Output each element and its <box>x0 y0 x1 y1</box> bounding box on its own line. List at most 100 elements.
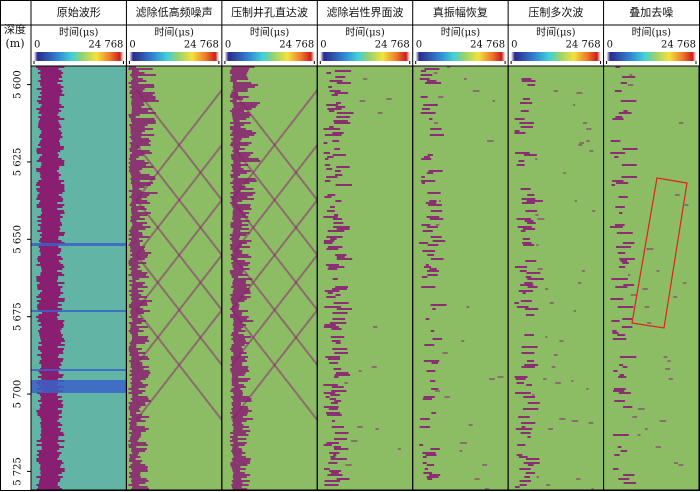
streak <box>40 140 60 142</box>
streak <box>37 400 63 402</box>
streak <box>323 152 330 154</box>
streak <box>233 312 243 314</box>
streak <box>326 236 343 238</box>
streak <box>36 444 60 446</box>
colorbar <box>224 52 315 61</box>
streak <box>129 472 141 474</box>
streak <box>40 322 64 324</box>
streak <box>128 440 138 442</box>
streak <box>128 330 144 332</box>
colorbar-label: 时间(μs) <box>154 26 194 39</box>
streak <box>41 374 64 376</box>
speck <box>535 158 538 160</box>
streak <box>231 286 247 288</box>
streak <box>230 224 249 226</box>
streak <box>129 354 139 356</box>
streak <box>131 314 139 316</box>
streak <box>230 444 245 446</box>
speck <box>397 448 401 450</box>
streak <box>326 414 342 416</box>
streak <box>431 412 437 414</box>
streak <box>610 152 626 154</box>
streak <box>132 400 151 402</box>
streak <box>232 116 250 118</box>
streak <box>131 468 148 470</box>
streak <box>520 432 531 434</box>
streak <box>524 476 531 478</box>
streak <box>131 286 148 288</box>
panel-title: 原始波形 <box>57 5 101 19</box>
colorbar <box>415 52 506 61</box>
streak <box>614 156 619 158</box>
streak <box>230 144 249 146</box>
streak <box>36 454 60 456</box>
colorbar-tick-label: 0 <box>320 40 326 51</box>
streak <box>131 84 155 86</box>
colorbar-tick-label: 24 768 <box>375 40 410 51</box>
streak <box>232 166 241 168</box>
speck <box>486 140 494 142</box>
streak <box>129 374 149 376</box>
streak <box>522 292 526 294</box>
streak <box>131 214 148 216</box>
streak <box>40 252 60 254</box>
diagonal <box>135 199 222 311</box>
streak <box>128 290 144 292</box>
streak <box>40 418 59 420</box>
streak <box>233 352 247 354</box>
streak <box>619 258 635 260</box>
y-tick-label: 5 650 <box>13 225 24 254</box>
streak <box>39 186 65 188</box>
streak <box>131 108 153 110</box>
streak <box>622 262 629 264</box>
streak <box>41 448 60 450</box>
streak <box>421 182 426 184</box>
streak <box>233 320 254 322</box>
streak <box>131 478 147 480</box>
streak <box>41 312 58 314</box>
speck <box>656 270 660 272</box>
streak <box>427 274 438 276</box>
streak <box>233 178 256 180</box>
speck <box>357 426 363 428</box>
streak <box>330 456 336 458</box>
streak <box>622 366 628 368</box>
streak <box>129 428 149 430</box>
streak <box>36 160 65 162</box>
streak <box>131 372 151 374</box>
streak <box>333 446 341 448</box>
streak <box>230 334 244 336</box>
streak <box>41 222 62 224</box>
streak <box>130 258 145 260</box>
streak <box>36 182 61 184</box>
streak <box>41 130 61 132</box>
streak <box>40 70 62 72</box>
speck <box>344 382 349 384</box>
streak <box>426 476 439 478</box>
streak <box>424 468 428 470</box>
streak <box>336 478 350 480</box>
streak <box>334 400 342 402</box>
streak <box>525 260 537 262</box>
streak <box>130 216 140 218</box>
streak <box>619 212 623 214</box>
streak <box>430 236 442 238</box>
streak <box>131 102 144 104</box>
streak <box>521 80 536 82</box>
streak <box>326 104 339 106</box>
streak <box>40 398 59 400</box>
speck <box>345 464 352 466</box>
streak <box>524 334 535 336</box>
streak <box>37 72 64 74</box>
highlight-box <box>631 177 688 329</box>
streak <box>232 206 250 208</box>
streak <box>40 292 64 294</box>
speck <box>472 90 480 92</box>
streak <box>231 186 246 188</box>
streak <box>129 280 136 282</box>
streak <box>132 394 139 396</box>
streak <box>324 164 331 166</box>
streak <box>129 456 141 458</box>
streak <box>422 250 436 252</box>
streak <box>232 324 246 326</box>
